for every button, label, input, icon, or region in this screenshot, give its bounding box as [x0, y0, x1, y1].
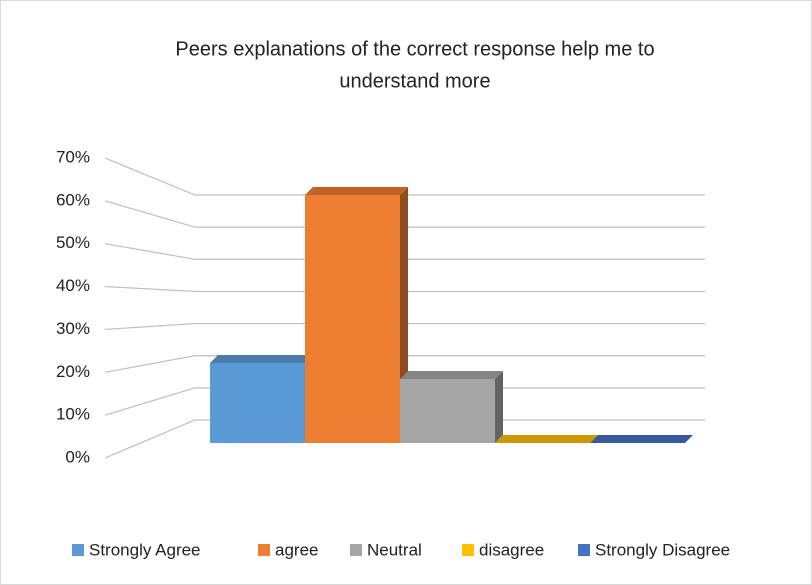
legend-swatch — [258, 544, 270, 556]
bar — [305, 187, 408, 443]
bar-top — [305, 187, 408, 195]
y-tick-label: 0% — [65, 447, 90, 466]
legend-label: Strongly Disagree — [595, 540, 730, 559]
legend-swatch — [72, 544, 84, 556]
y-tick-label: 20% — [56, 362, 90, 381]
bar-top — [495, 435, 598, 443]
bar — [590, 435, 693, 443]
y-tick-label: 30% — [56, 319, 90, 338]
y-tick-label: 10% — [56, 405, 90, 424]
legend-label: Strongly Agree — [89, 540, 201, 559]
bar-top — [400, 371, 503, 379]
grid-line — [104, 355, 705, 373]
grid-line — [104, 387, 705, 416]
y-tick-label: 70% — [56, 147, 90, 166]
bar-front — [210, 363, 305, 443]
bar-top — [210, 355, 313, 363]
bar — [210, 355, 313, 443]
legend-swatch — [578, 544, 590, 556]
legend-swatch — [350, 544, 362, 556]
legend-swatch — [462, 544, 474, 556]
legend-label: agree — [275, 540, 318, 559]
bar — [495, 435, 598, 443]
bar-side — [495, 371, 503, 443]
legend-label: disagree — [479, 540, 544, 559]
chart-title: understand more — [339, 70, 490, 92]
bar-front — [305, 195, 400, 443]
bar-front — [400, 379, 495, 443]
legend-label: Neutral — [367, 540, 422, 559]
grid-line — [104, 419, 705, 459]
chart-title: Peers explanations of the correct respon… — [175, 38, 654, 60]
y-tick-label: 60% — [56, 190, 90, 209]
grid-line — [104, 157, 705, 196]
bar — [400, 371, 503, 443]
grid-line — [104, 243, 705, 260]
grid-line — [104, 322, 705, 331]
grid-line — [104, 200, 705, 228]
y-tick-label: 50% — [56, 233, 90, 252]
bar-top — [590, 435, 693, 443]
grid-line — [104, 285, 705, 293]
y-tick-label: 40% — [56, 276, 90, 295]
